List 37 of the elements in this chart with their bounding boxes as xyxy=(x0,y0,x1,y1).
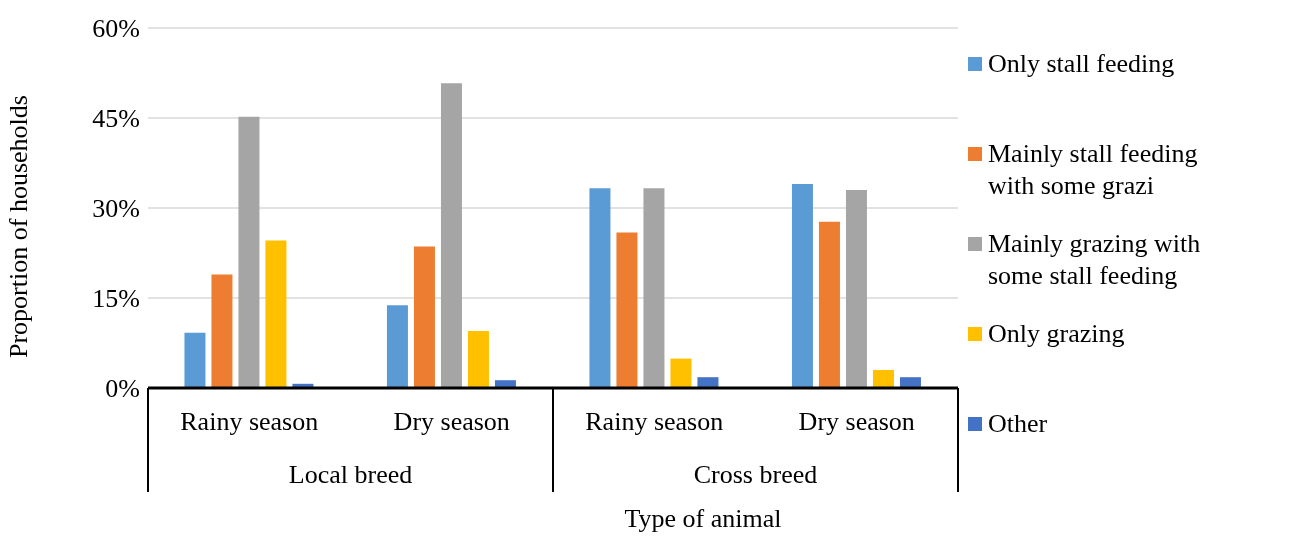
x-tick-label: Rainy season xyxy=(585,407,724,437)
bar xyxy=(440,83,462,388)
y-tick-label: 60% xyxy=(92,14,140,44)
legend-label: Mainly stall feeding with some grazi xyxy=(988,138,1199,202)
text: Local breed xyxy=(287,460,414,490)
y-tick-label: 0% xyxy=(105,374,140,404)
bar xyxy=(386,305,408,388)
bar xyxy=(413,246,435,388)
legend-label: Only grazing xyxy=(988,318,1126,350)
x-tick-label: Dry season xyxy=(393,407,510,437)
bar xyxy=(872,370,894,388)
bar xyxy=(845,190,867,388)
y-tick-label: 45% xyxy=(92,104,140,134)
bar xyxy=(184,332,206,388)
legend-label: Mainly grazing with some stall feeding xyxy=(988,228,1202,292)
bar xyxy=(697,377,719,388)
bar xyxy=(818,221,840,388)
bar xyxy=(238,116,260,388)
y-axis-title: Proportion of households xyxy=(4,95,34,358)
y-tick-label: 15% xyxy=(92,284,140,314)
y-tick-label: 30% xyxy=(92,194,140,224)
x-tick-label: Dry season xyxy=(798,407,915,437)
bar xyxy=(589,188,611,388)
bar xyxy=(616,232,638,388)
text: Cross breed xyxy=(692,460,819,490)
bar xyxy=(670,358,692,388)
x-tick-label: Rainy season xyxy=(180,407,319,437)
legend-label: Other xyxy=(988,408,1049,440)
bar xyxy=(467,331,489,388)
bar xyxy=(791,184,813,388)
legend-label: Only stall feeding xyxy=(988,48,1176,80)
bar xyxy=(211,274,233,388)
bar xyxy=(899,377,921,388)
bar xyxy=(643,188,665,388)
x-axis-title: Type of animal xyxy=(623,504,783,534)
bar xyxy=(265,240,287,388)
bar xyxy=(494,380,516,388)
